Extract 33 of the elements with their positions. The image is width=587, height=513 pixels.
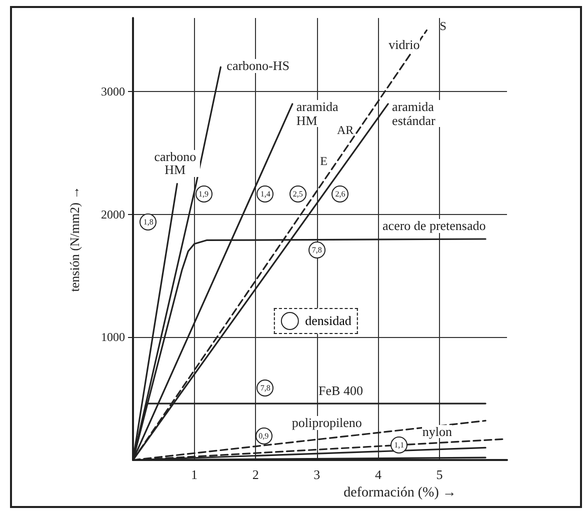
- annotation: 1,9: [195, 185, 212, 202]
- y-tick-label: 2000: [101, 207, 125, 222]
- annotation: 2,6: [332, 185, 349, 202]
- series-label: FeB 400: [318, 382, 363, 398]
- annotation: 1,8: [140, 214, 157, 231]
- annotation: S: [440, 18, 446, 33]
- x-axis-title: deformación (%) →: [344, 485, 456, 500]
- annotation: densidad: [305, 312, 352, 329]
- series-label: carbono-HS: [226, 58, 290, 74]
- series-label: acero de pretensado: [382, 218, 486, 233]
- y-tick-label: 3000: [101, 84, 125, 99]
- annotation: E: [320, 154, 328, 168]
- series-label: carbono HM: [150, 148, 200, 178]
- annotation: 0,9: [255, 428, 272, 445]
- annotation: 1,1: [390, 436, 408, 454]
- series-label: aramida HM: [296, 98, 338, 128]
- annotation: 7,8: [308, 242, 326, 259]
- annotation: AR: [336, 122, 354, 137]
- annotation: 1,4: [256, 185, 274, 202]
- series-label: nylon: [422, 424, 452, 439]
- x-tick-label: 4: [374, 467, 382, 482]
- dashed-frame: densidad: [274, 308, 358, 334]
- y-axis-title: tensión (N/mm2) →: [67, 186, 82, 292]
- x-tick-label: 2: [252, 467, 259, 482]
- series-label: polipropileno: [292, 415, 362, 430]
- annotation: 7,8: [256, 380, 274, 397]
- x-tick-label: 3: [314, 467, 320, 482]
- series-label: aramida estándar: [392, 98, 452, 128]
- annotation: 2,5: [289, 185, 306, 202]
- series-label: vidrio: [388, 37, 420, 52]
- x-tick-label: 1: [191, 467, 198, 482]
- x-tick-label: 5: [436, 467, 443, 482]
- y-tick-label: 1000: [101, 330, 125, 344]
